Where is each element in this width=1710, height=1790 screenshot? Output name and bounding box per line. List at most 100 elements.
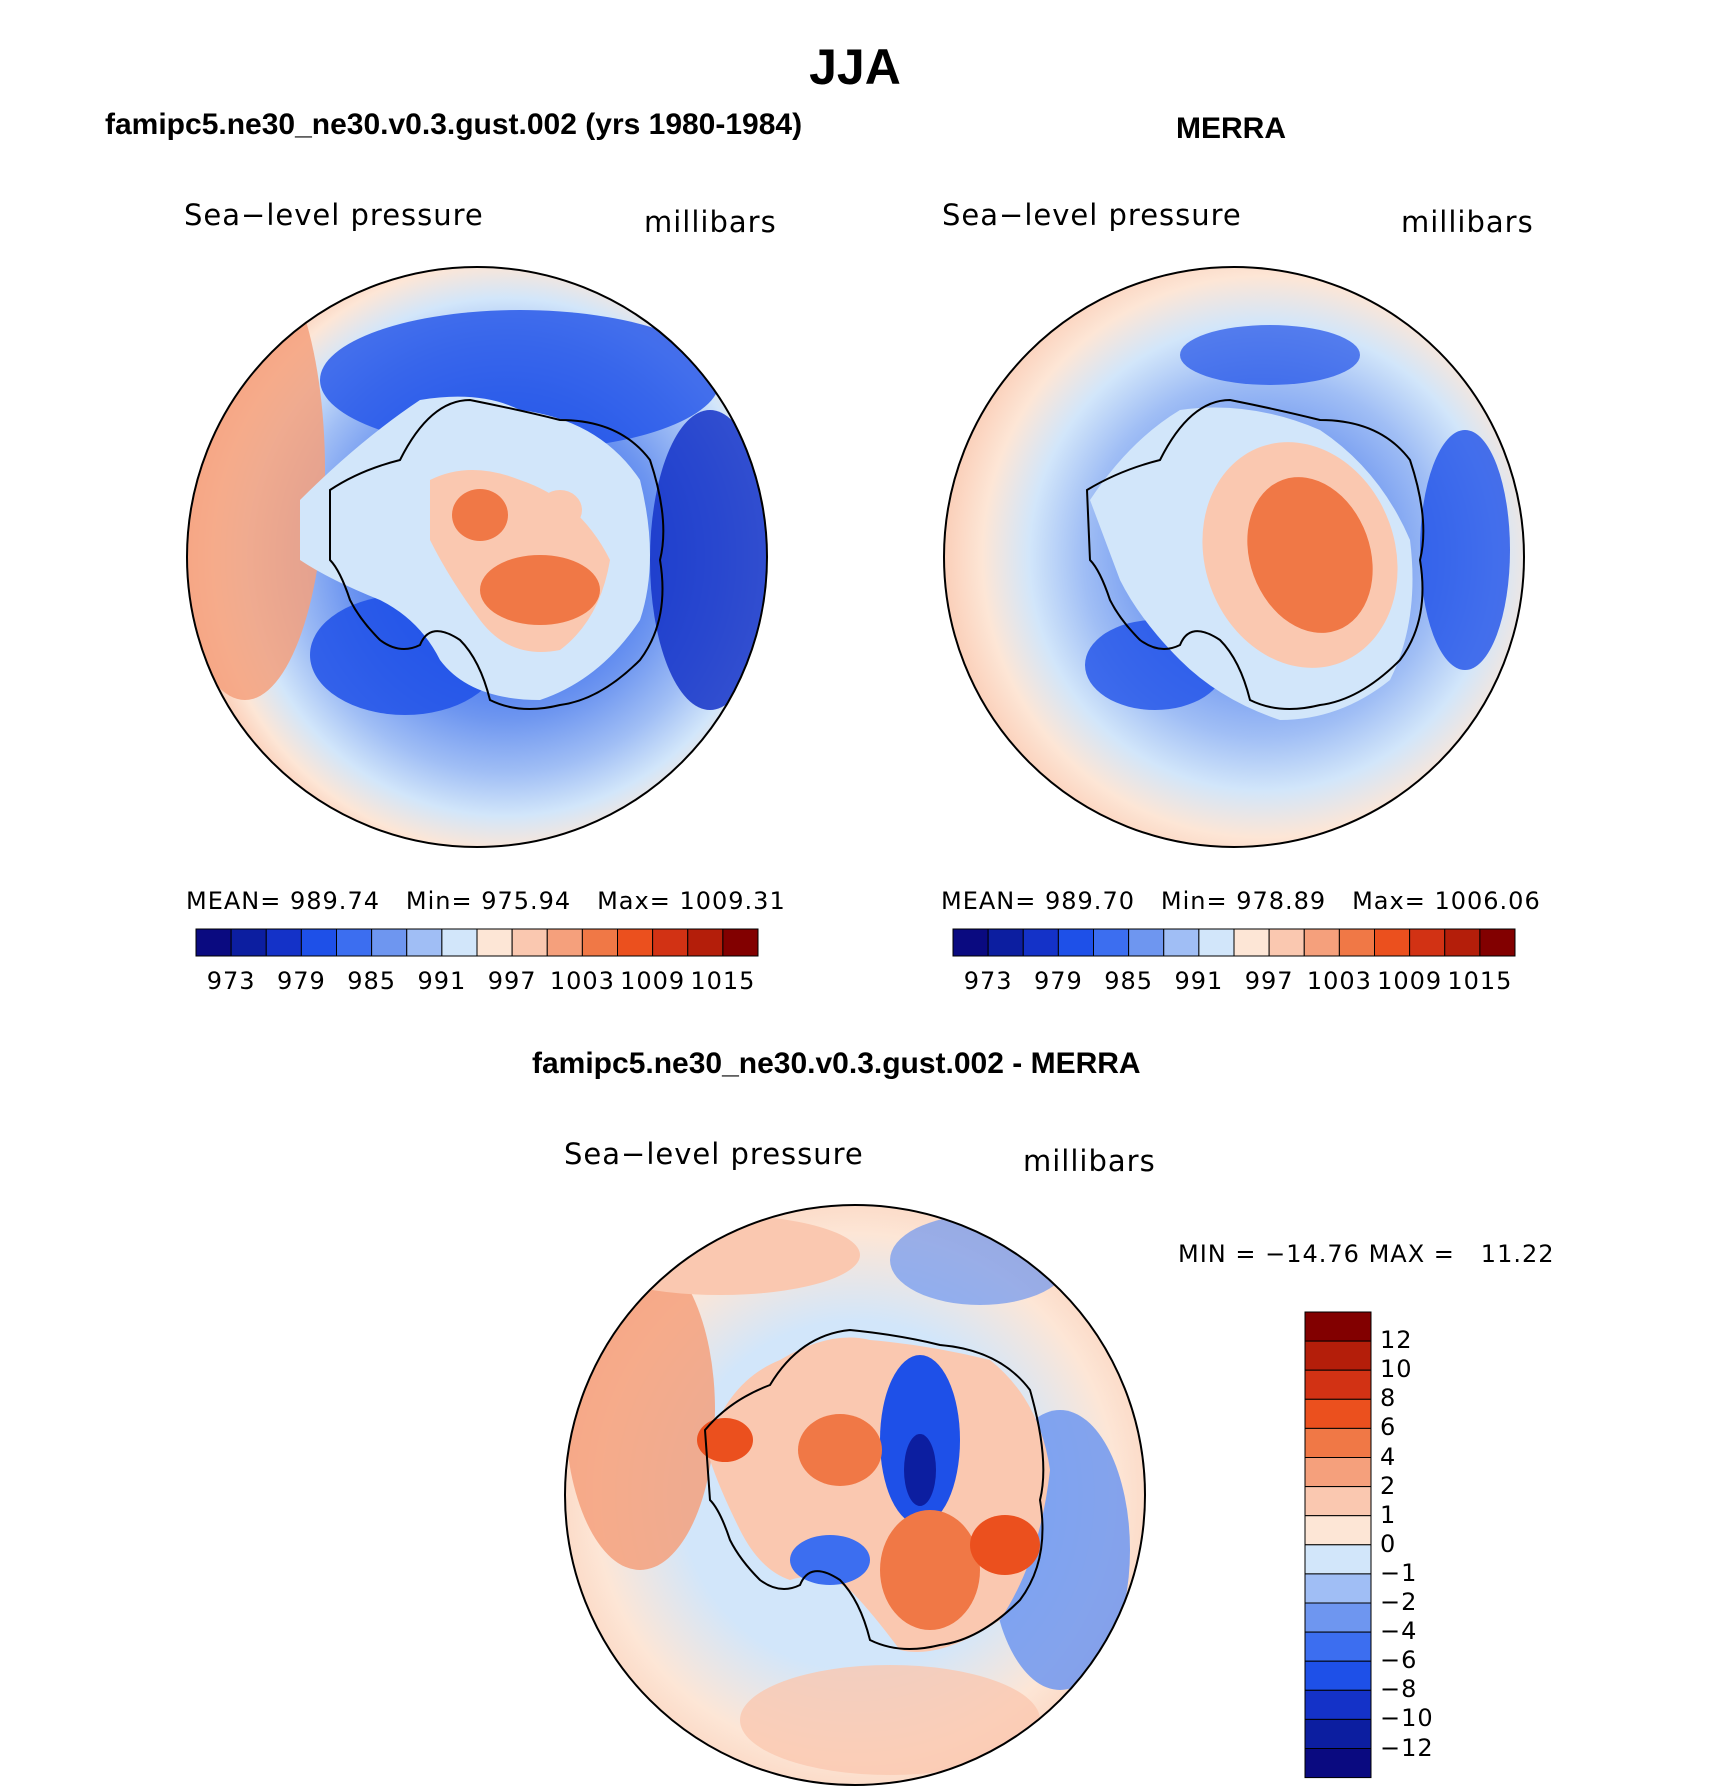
panel-2-colorbar-tick-label: 979 <box>1033 967 1083 995</box>
diff-colorbar-swatch <box>1304 1544 1372 1575</box>
panel-1-stats: MEAN= 989.74 Min= 975.94 Max= 1009.31 <box>186 887 786 915</box>
panel-1-colorbar-swatch <box>371 928 408 957</box>
diff-colorbar-swatch <box>1304 1748 1372 1779</box>
diff-colorbar-swatch <box>1304 1689 1372 1720</box>
panel-2-colorbar-swatch <box>1233 928 1270 957</box>
panel-2-colorbar-tick-label: 985 <box>1104 967 1154 995</box>
panel-2-units-label: millibars <box>1401 205 1534 239</box>
diff-max-value: 11.22 <box>1480 1240 1555 1268</box>
diff-colorbar-swatch <box>1304 1718 1372 1750</box>
diff-colorbar-label: −10 <box>1380 1704 1434 1733</box>
panel-1-colorbar-tick-label: 985 <box>347 967 397 995</box>
diff-min-value: −14.76 <box>1265 1240 1360 1268</box>
panel-2-colorbar-swatch <box>1093 928 1130 957</box>
diff-colorbar <box>1304 1311 1372 1779</box>
panel-2-colorbar-swatch <box>1374 928 1411 957</box>
panel-2-min-label: Min= <box>1160 887 1228 915</box>
panel-2-colorbar-swatch <box>1479 928 1516 957</box>
panel-2-colorbar <box>952 928 1516 957</box>
panel-2-colorbar-tick-label: 1015 <box>1447 967 1513 995</box>
panel-2-colorbar-swatch <box>1022 928 1059 957</box>
panel-1-min-label: Min= <box>405 887 473 915</box>
panel-2-stats: MEAN= 989.70 Min= 978.89 Max= 1006.06 <box>941 887 1541 915</box>
panel-2-colorbar-swatch <box>952 928 989 957</box>
panel-1-units-label: millibars <box>644 205 777 239</box>
panel-2-colorbar-swatch <box>1409 928 1446 957</box>
panel-1-variable-label: Sea−level pressure <box>184 198 484 232</box>
panel-1-colorbar-swatch <box>441 928 478 957</box>
panel-2-colorbar-swatch <box>1128 928 1165 957</box>
panel-1-max-label: Max= <box>597 887 671 915</box>
diff-max-label: MAX = <box>1368 1240 1455 1268</box>
panel-2-colorbar-swatch <box>1198 928 1235 957</box>
panel-1-colorbar-swatch <box>230 928 267 957</box>
diff-colorbar-label: −2 <box>1380 1588 1418 1616</box>
diff-colorbar-swatch <box>1304 1398 1372 1429</box>
panel-1-colorbar-tick-label: 991 <box>417 967 467 995</box>
panel-2-colorbar-tick-label: 973 <box>963 967 1013 995</box>
panel-1-colorbar-tick-label: 1009 <box>620 967 686 995</box>
panel-1-colorbar-tick-label: 973 <box>206 967 256 995</box>
diff-colorbar-label: 1 <box>1380 1500 1397 1529</box>
panel-1-colorbar-swatch <box>406 928 443 957</box>
panel-2-colorbar-tick-label: 1003 <box>1306 967 1372 995</box>
panel-2-colorbar-swatch <box>1163 928 1200 957</box>
diff-colorbar-label: 8 <box>1380 1384 1397 1413</box>
panel-2-colorbar-swatch <box>987 928 1024 957</box>
panel-1-mean-label: MEAN= <box>186 887 282 915</box>
panel-2-colorbar-swatch <box>1303 928 1340 957</box>
panel-1-case-title: famipc5.ne30_ne30.v0.3.gust.002 (yrs 198… <box>105 108 803 141</box>
diff-colorbar-swatch <box>1304 1340 1372 1371</box>
diff-colorbar-label: 12 <box>1380 1326 1413 1355</box>
diff-min-label: MIN = <box>1178 1240 1257 1268</box>
panel-2-max-label: Max= <box>1352 887 1426 915</box>
diff-map <box>564 1204 1146 1786</box>
panel-2-colorbar-swatch <box>1268 928 1305 957</box>
panel-2-colorbar-tick-label: 991 <box>1174 967 1224 995</box>
diff-colorbar-swatch <box>1304 1311 1372 1342</box>
diff-colorbar-swatch <box>1304 1515 1372 1546</box>
diff-colorbar-label: 4 <box>1380 1442 1397 1471</box>
panel-1-colorbar-swatch <box>722 928 759 957</box>
panel-2-map <box>943 266 1525 848</box>
diff-colorbar-label: −4 <box>1380 1617 1418 1646</box>
panel-2-colorbar-tick-label: 1009 <box>1377 967 1443 995</box>
diff-colorbar-swatch <box>1304 1573 1372 1604</box>
diff-variable-label: Sea−level pressure <box>564 1137 864 1171</box>
panel-1-colorbar-swatch <box>336 928 373 957</box>
panel-1-colorbar-swatch <box>581 928 618 957</box>
diff-colorbar-label: −1 <box>1380 1558 1418 1587</box>
panel-2-colorbar-swatch <box>1338 928 1375 957</box>
diff-colorbar-label: 6 <box>1380 1413 1397 1442</box>
panel-1-max-value: 1009.31 <box>679 887 786 915</box>
panel-2-min-value: 978.89 <box>1236 887 1327 915</box>
diff-colorbar-label: 2 <box>1380 1471 1397 1500</box>
diff-colorbar-label: −6 <box>1380 1646 1418 1675</box>
diff-colorbar-label: 10 <box>1380 1355 1413 1384</box>
diff-colorbar-label: 0 <box>1380 1529 1397 1558</box>
diff-colorbar-label: −8 <box>1380 1675 1418 1704</box>
panel-1-map <box>186 266 768 848</box>
panel-1-colorbar-swatch <box>265 928 302 957</box>
diff-case-title: famipc5.ne30_ne30.v0.3.gust.002 - MERRA <box>532 1047 1141 1080</box>
panel-2-mean-label: MEAN= <box>941 887 1037 915</box>
panel-1-colorbar-tick-label: 1015 <box>690 967 756 995</box>
diff-colorbar-swatch <box>1304 1631 1372 1662</box>
diff-colorbar-swatch <box>1304 1660 1372 1691</box>
panel-1-colorbar <box>195 928 759 957</box>
diff-colorbar-swatch <box>1304 1427 1372 1459</box>
diff-colorbar-label: −12 <box>1380 1733 1434 1762</box>
panel-2-colorbar-swatch <box>1444 928 1481 957</box>
panel-1-colorbar-tick-label: 997 <box>487 967 537 995</box>
panel-2-colorbar-swatch <box>1057 928 1094 957</box>
panel-1-colorbar-swatch <box>617 928 654 957</box>
panel-1-colorbar-tick-label: 979 <box>276 967 326 995</box>
diff-colorbar-swatch <box>1304 1602 1372 1633</box>
panel-1-colorbar-swatch <box>300 928 337 957</box>
diff-stats: MIN = −14.76 MAX = 11.22 <box>1178 1240 1555 1268</box>
panel-2-colorbar-tick-label: 997 <box>1244 967 1294 995</box>
panel-1-colorbar-swatch <box>195 928 232 957</box>
panel-2-variable-label: Sea−level pressure <box>942 198 1242 232</box>
panel-1-colorbar-swatch <box>511 928 548 957</box>
